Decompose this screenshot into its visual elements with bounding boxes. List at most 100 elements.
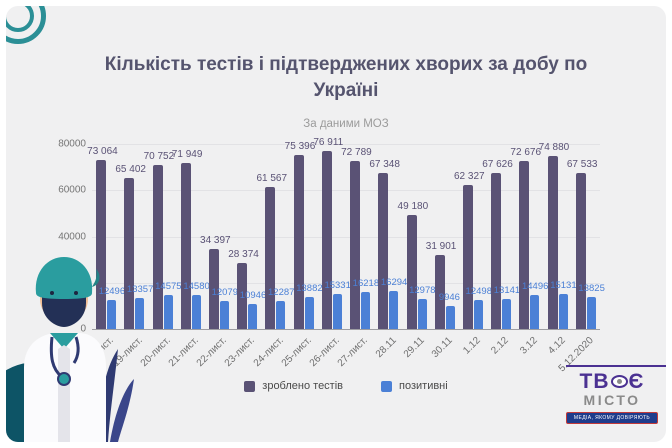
y-axis-tick-label: 0 — [80, 323, 86, 335]
bar-tests — [237, 263, 248, 329]
x-axis-label: 23-лист. — [223, 335, 258, 370]
bar-positive — [530, 295, 540, 329]
logo-ye: Є — [628, 370, 645, 394]
bar-tests — [434, 255, 445, 329]
positive-value-label: 14575 — [155, 281, 182, 293]
bar-tests — [491, 172, 502, 329]
positive-value-label: 13882 — [296, 282, 323, 294]
bar-groups: 73 0641249618-лист.65 4021335719-лист.70… — [82, 137, 605, 374]
legend-tests-label: зроблено тестів — [262, 380, 344, 392]
tests-swatch-icon — [244, 380, 256, 392]
tests-value-label: 34 397 — [200, 235, 231, 247]
gridline — [92, 190, 600, 192]
bar-group: 31 901 9946 30.11 — [426, 144, 460, 360]
bar-positive — [332, 293, 342, 329]
bar-tests — [462, 184, 473, 329]
bar-positive — [361, 291, 371, 329]
tvoemisto-logo: ТВ Є МІСТО МЕДІА, ЯКОМУ ДОВІРЯЮТЬ — [566, 365, 666, 424]
bar-group: 49 180 12978 29.11 — [398, 144, 436, 360]
bar-tests — [321, 151, 332, 329]
bar-group: 75 396 13882 25-лист. — [280, 141, 323, 369]
x-axis-label: 1.12 — [461, 335, 483, 357]
bar-positive — [107, 300, 117, 329]
bar-positive — [445, 306, 455, 329]
bar-group: 72 789 16218 27-лист. — [336, 144, 379, 369]
tests-value-label: 62 327 — [453, 170, 485, 182]
bar-group: 62 327 12498 1.12 — [454, 144, 492, 357]
bar-group: 67 533 13825 5.12.2020 — [557, 144, 605, 374]
x-axis-label: 3.12 — [517, 335, 540, 357]
positive-value-label: 15331 — [324, 279, 351, 291]
positive-value-label: 13357 — [126, 284, 154, 296]
bar-positive — [276, 300, 286, 329]
tests-value-label: 31 901 — [425, 241, 457, 253]
bar-tests — [350, 160, 361, 329]
bar-group: 73 0641249618-лист. — [82, 144, 125, 369]
x-axis-label: 28.11 — [373, 335, 399, 360]
chart-title: Кількість тестів і підтверджених хворих … — [104, 54, 588, 101]
y-axis-tick-label: 60000 — [58, 184, 86, 196]
x-axis-label: 29.11 — [401, 335, 427, 360]
x-axis-label: 30.11 — [429, 335, 455, 360]
infographic-card: Кількість тестів і підтверджених хворих … — [6, 6, 666, 442]
tests-value-label: 49 180 — [397, 201, 429, 213]
bar-positive — [219, 301, 229, 329]
gridline — [92, 282, 600, 284]
tests-value-label: 70 752 — [143, 151, 175, 163]
bar-tests — [265, 186, 276, 329]
tests-value-label: 67 348 — [369, 159, 400, 171]
doctor-head — [35, 257, 100, 327]
logo-tagline: МЕДІА, ЯКОМУ ДОВІРЯЮТЬ — [566, 412, 658, 424]
bar-positive — [389, 291, 399, 329]
tests-value-label: 28 374 — [228, 249, 259, 261]
positive-value-label: 13141 — [493, 284, 521, 296]
corner-ring-decoration — [6, 6, 46, 44]
legend-positive-label: позитивні — [399, 380, 448, 392]
bar-group: 67 348 16294 28.11 — [369, 144, 407, 360]
bar-group: 71 949 14580 21-лист. — [167, 144, 210, 369]
x-axis-label: 22-лист. — [194, 335, 230, 370]
positive-value-label: 16294 — [380, 277, 408, 289]
legend-item-tests: зроблено тестів — [244, 380, 343, 392]
logo-line2: МІСТО — [583, 392, 641, 409]
bar-positive — [473, 300, 483, 329]
positive-value-label: 12079 — [211, 287, 239, 299]
logo-rule — [566, 365, 666, 368]
positive-swatch-icon — [381, 380, 393, 392]
positive-value-label: 12498 — [465, 286, 492, 298]
tests-value-label: 72 676 — [510, 146, 542, 158]
logo-line1: ТВ Є — [566, 371, 658, 392]
bar-positive — [586, 297, 596, 329]
gridline — [92, 144, 600, 145]
gridline — [92, 236, 600, 238]
positive-value-label: 14580 — [183, 281, 210, 293]
bar-positive — [502, 298, 512, 329]
chart-subtitle: За даними МОЗ — [303, 118, 389, 130]
tests-value-label: 61 567 — [256, 172, 288, 184]
bar-group: 70 752 14575 20-лист. — [139, 144, 182, 369]
bar-group: 34 397 12079 22-лист. — [195, 144, 238, 369]
x-axis-label: 2.12 — [489, 335, 512, 357]
tests-value-label: 67 626 — [482, 158, 513, 170]
x-axis-label: 25-лист. — [279, 335, 314, 370]
positive-value-label: 10946 — [239, 289, 267, 301]
positive-value-label: 12978 — [409, 285, 436, 296]
bar-group: 76 911 15331 26-лист. — [308, 137, 351, 369]
logo-tv: ТВ — [579, 370, 610, 394]
y-axis-tick-label: 80000 — [58, 138, 86, 150]
bar-tests — [96, 160, 107, 329]
bar-tests — [208, 249, 219, 329]
bar-tests — [519, 160, 530, 329]
tests-value-label: 73 064 — [87, 146, 118, 158]
bar-positive — [304, 296, 314, 329]
positive-value-label: 12287 — [268, 286, 295, 298]
tests-value-label: 67 533 — [566, 158, 598, 170]
bar-tests — [293, 154, 304, 329]
bar-group: 28 374 10946 23-лист. — [223, 144, 266, 369]
bar-group: 61 567 12287 24-лист. — [251, 144, 294, 369]
bar-positive — [558, 294, 568, 329]
positive-value-label: 9946 — [438, 292, 460, 303]
y-axis-tick-label: 40000 — [58, 231, 86, 242]
tests-value-label: 65 402 — [115, 163, 146, 175]
eye-icon — [610, 375, 628, 389]
